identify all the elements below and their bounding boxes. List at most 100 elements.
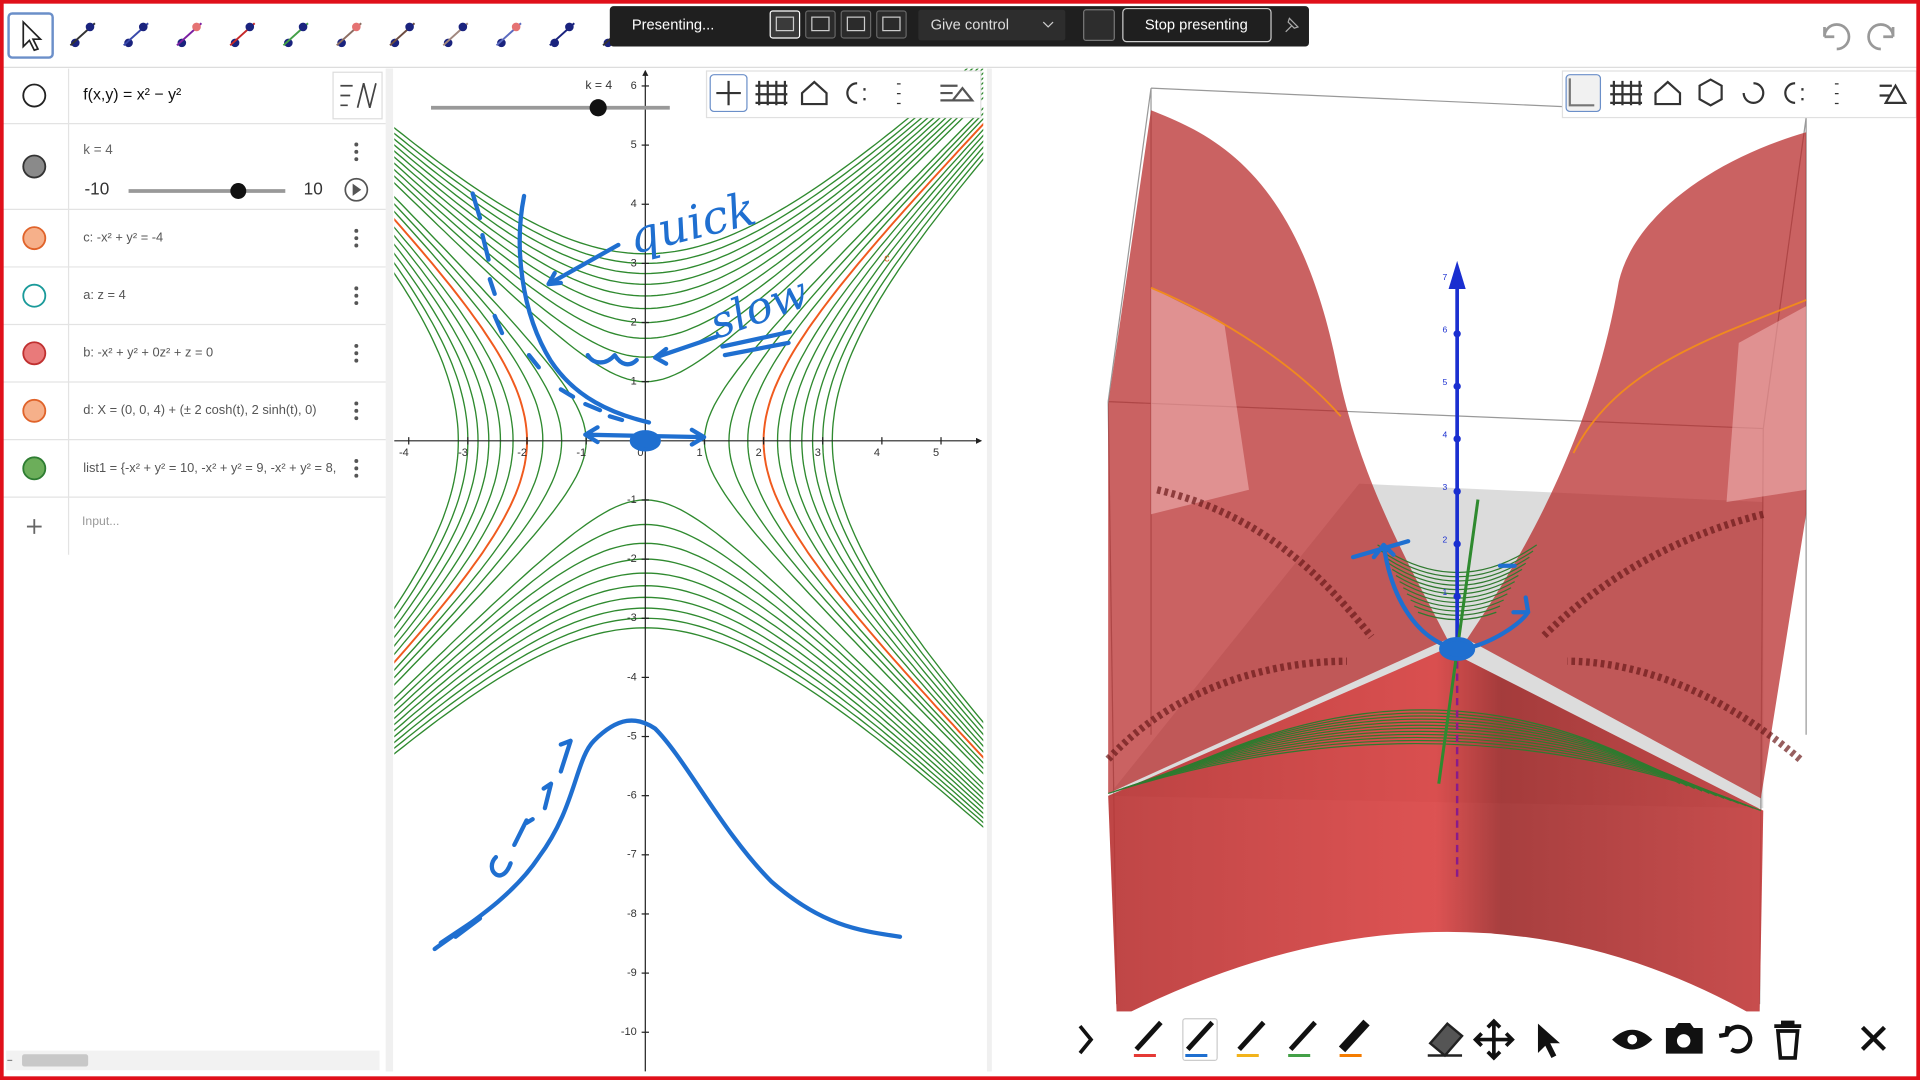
trash-tool[interactable] (1774, 1020, 1802, 1060)
algebra-style-button[interactable] (332, 71, 383, 120)
stop-presenting-button[interactable] (1122, 7, 1272, 43)
active-tool-frame (709, 74, 748, 113)
contour-3d (1122, 736, 1747, 807)
graphics-tool-3d[interactable] (1610, 80, 1643, 106)
z-tick (1453, 330, 1461, 338)
tool-button[interactable] (123, 22, 149, 48)
dropdown-chevron (1042, 21, 1054, 28)
pen-tool[interactable] (1338, 1019, 1370, 1053)
contour-3d (1166, 718, 1703, 792)
layout-button[interactable] (876, 10, 907, 39)
graphics-tool-3d[interactable] (1742, 82, 1765, 104)
active-tool-frame (1565, 74, 1602, 113)
layout-button[interactable] (805, 10, 836, 39)
slider-label: k = 4 (585, 78, 612, 92)
input-placeholder[interactable]: Input... (82, 514, 119, 528)
tool-button[interactable] (69, 22, 96, 48)
camera-tool[interactable] (1665, 1023, 1703, 1054)
x-tick-label: 5 (933, 447, 939, 459)
give-control-dropdown[interactable] (918, 9, 1066, 41)
z-tick (1453, 277, 1461, 285)
menu-dot (354, 351, 359, 356)
graphics-tool-3d[interactable] (1568, 78, 1595, 107)
play-button[interactable] (344, 177, 369, 202)
contour-3d (1129, 733, 1740, 804)
tool-button[interactable] (442, 22, 469, 48)
slider-thumb[interactable] (230, 183, 247, 199)
z-tick (1453, 540, 1461, 548)
visibility-toggle[interactable] (22, 283, 47, 308)
tool-button[interactable] (176, 22, 203, 48)
tool-button[interactable] (336, 22, 362, 48)
menu-dot (354, 243, 359, 248)
tool-icon (390, 38, 400, 48)
ink-word: quick (623, 181, 761, 265)
visibility-toggle[interactable] (22, 398, 47, 423)
eye-tool[interactable] (1612, 1029, 1653, 1050)
y-tick-label: -6 (627, 790, 637, 802)
graphics-tool[interactable] (800, 80, 828, 106)
pen-tool[interactable] (1237, 1020, 1266, 1052)
selected-tool[interactable] (7, 12, 54, 59)
tool-button[interactable] (549, 22, 575, 48)
visibility-toggle[interactable] (22, 226, 47, 251)
pen-tool[interactable] (1185, 1020, 1215, 1052)
close-tool[interactable] (1860, 1025, 1887, 1051)
graphics-tool[interactable] (940, 84, 975, 102)
undo-redo-button[interactable] (1823, 23, 1851, 51)
visibility-toggle[interactable] (22, 83, 47, 108)
graphics-toolbar (705, 70, 982, 119)
graphics-tool-3d[interactable] (1698, 78, 1723, 107)
play-icon (352, 183, 362, 196)
y-tick-label: -8 (627, 908, 637, 920)
graphics-tool[interactable] (846, 82, 866, 104)
layout-button[interactable] (840, 10, 872, 39)
move-tool[interactable] (1472, 1018, 1515, 1061)
tool-button[interactable] (495, 22, 522, 48)
graphics-tool-3d[interactable] (1654, 80, 1682, 106)
tool-icon (192, 22, 201, 32)
pin-button[interactable] (1285, 17, 1300, 33)
z-tick-label: 3 (1442, 482, 1447, 492)
visibility-toggle[interactable] (22, 341, 47, 366)
tool-icon (511, 22, 521, 32)
undo-tool[interactable] (1718, 1024, 1753, 1054)
tool-button[interactable] (229, 22, 256, 48)
graphics-tool[interactable] (755, 80, 788, 106)
tool-button[interactable] (389, 22, 416, 48)
menu-dot (354, 416, 359, 421)
x-tick-label: 3 (815, 447, 821, 459)
pen-tool[interactable] (1288, 1020, 1317, 1052)
algebra-item: f(x,y) = x² − y² (83, 87, 181, 104)
tool-button[interactable] (282, 22, 309, 48)
menu-dot (354, 228, 359, 233)
pen-tool[interactable] (1134, 1020, 1163, 1052)
add-input[interactable] (26, 519, 42, 534)
algebra-item: c: -x² + y² = -4 (83, 230, 163, 245)
ink-stroke (517, 193, 652, 425)
slider-thumb[interactable] (589, 99, 607, 117)
x-tick-label: -1 (576, 447, 586, 459)
undo-redo-button[interactable] (1867, 23, 1895, 51)
visibility-toggle[interactable] (22, 154, 47, 179)
z-tick-label: 1 (1442, 587, 1447, 597)
eraser-tool[interactable] (1427, 1021, 1464, 1058)
tool-icon (245, 22, 255, 32)
share-button[interactable] (1083, 9, 1115, 42)
select-tool[interactable] (1537, 1023, 1560, 1058)
z-tick-label: 7 (1442, 272, 1447, 282)
z-tick-label: 6 (1442, 324, 1447, 334)
layout-button[interactable] (769, 10, 801, 39)
graphics-tool[interactable] (716, 80, 741, 106)
graphics-tool-3d[interactable] (1784, 82, 1804, 104)
z-axis-arrow (1448, 260, 1466, 289)
visibility-toggle[interactable] (22, 456, 47, 481)
graphics-tool-3d[interactable] (1879, 83, 1908, 104)
menu-dot (354, 408, 359, 413)
menu-dot (354, 286, 359, 291)
collapse-button[interactable] (1078, 1024, 1094, 1055)
tool-icon (337, 38, 346, 48)
y-tick-label: -1 (627, 494, 637, 506)
menu-dot (354, 157, 359, 162)
